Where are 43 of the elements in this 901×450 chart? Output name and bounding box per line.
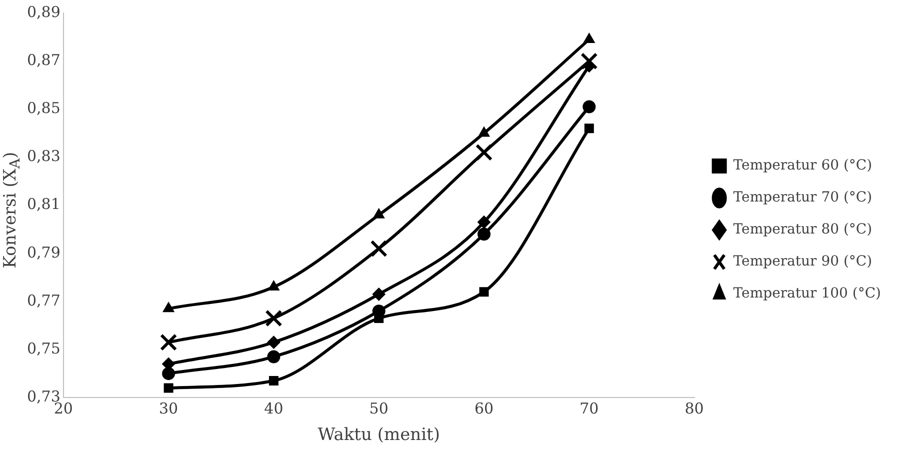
point (475, 144, 493, 161)
point (478, 126, 490, 137)
legend-label: Temperatur 90 (°C) (733, 254, 872, 270)
y-tick-label: 0,89 (26, 2, 60, 21)
point (267, 336, 280, 349)
x-tick-label: 80 (684, 399, 704, 418)
y-tick-label: 0,77 (26, 291, 60, 310)
legend-label: Temperatur 70 (°C) (733, 190, 872, 206)
point (479, 287, 489, 297)
y-tick-label: 0,85 (26, 99, 60, 118)
point (162, 302, 174, 312)
point (582, 100, 596, 114)
point (267, 350, 280, 364)
legend-label: Temperatur 80 (°C) (733, 222, 872, 238)
point (583, 32, 595, 43)
point (478, 216, 491, 229)
y-tick-label: 0,79 (26, 243, 60, 262)
x-tick-label: 40 (264, 399, 284, 418)
point (372, 288, 386, 301)
point (164, 383, 174, 393)
x-tick-label: 30 (159, 399, 178, 418)
point (370, 240, 388, 258)
y-tick-label: 0,87 (26, 50, 60, 69)
legend-label: Temperatur 60 (°C) (733, 158, 872, 174)
point (268, 280, 280, 291)
point (265, 310, 282, 327)
x-tick-label: 70 (580, 399, 599, 418)
point (582, 59, 596, 72)
x-tick-label: 60 (474, 399, 494, 418)
x-axis-title: Waktu (menit) (318, 425, 440, 446)
point (374, 314, 384, 324)
point (580, 52, 598, 70)
legend-label: Temperatur 100 (°C) (733, 286, 882, 302)
point (160, 334, 178, 351)
y-tick-label: 0,83 (26, 147, 60, 166)
y-tick-label: 0,81 (26, 195, 60, 214)
point (373, 208, 385, 218)
point (162, 367, 176, 380)
point (268, 376, 278, 386)
x-tick-label: 50 (369, 399, 388, 418)
point (478, 228, 491, 241)
y-tick-label: 0,75 (26, 339, 60, 358)
point (584, 124, 594, 134)
